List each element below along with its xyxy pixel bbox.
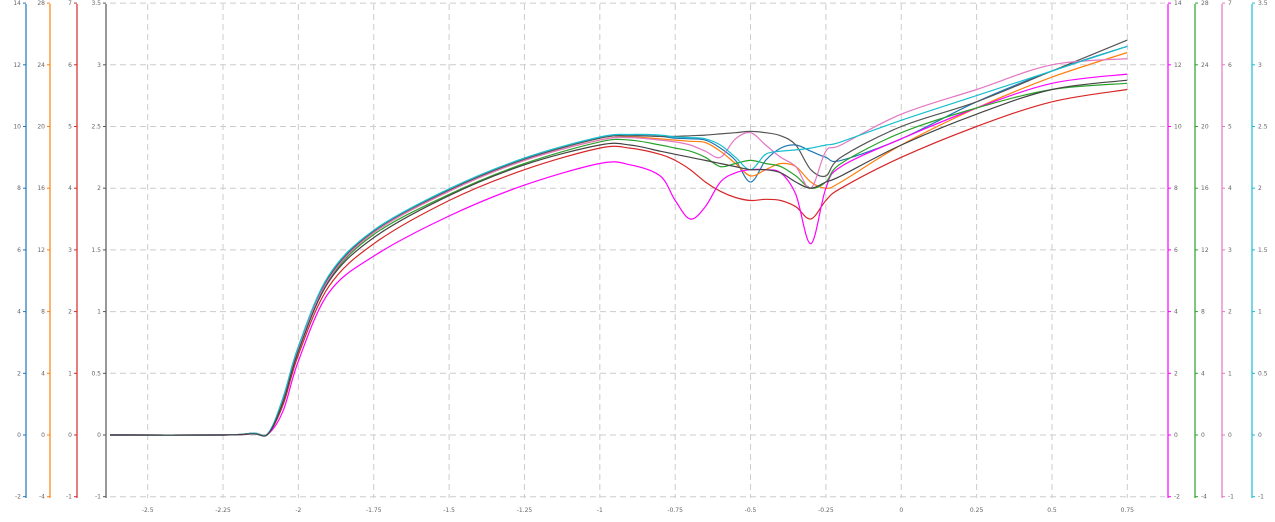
y-tick-label: 0: [1201, 432, 1205, 439]
y-tick-label: 20: [37, 124, 45, 131]
y-tick-label: 28: [37, 0, 45, 7]
x-tick-label: -1.5: [443, 507, 455, 514]
y-tick-label: 0: [17, 432, 21, 439]
y-tick-label: 0.5: [1258, 370, 1268, 377]
x-tick-label: -2.25: [215, 507, 231, 514]
series-line: [109, 39, 1128, 437]
y-tick-label: 3: [68, 247, 72, 254]
y-tick-label: 28: [1201, 0, 1209, 7]
y-tick-label: 8: [1174, 185, 1178, 192]
y-tick-label: 7: [1228, 0, 1232, 7]
y-tick-label: 1.5: [91, 247, 101, 254]
series-line: [109, 45, 1128, 437]
y-tick-label: 5: [1228, 124, 1232, 131]
x-tick-label: -0.25: [818, 507, 834, 514]
y-tick-label: 4: [1228, 185, 1232, 192]
series-line: [109, 88, 1128, 437]
series: [109, 39, 1128, 437]
x-tick-label: 0.5: [1047, 507, 1057, 514]
y-tick-label: 0: [97, 432, 101, 439]
y-tick-label: 8: [41, 309, 45, 316]
y-tick-label: 2.5: [91, 124, 101, 131]
y-tick-label: 1: [1228, 370, 1232, 377]
y-tick-label: 1: [1258, 309, 1262, 316]
y-tick-label: 8: [17, 185, 21, 192]
y-tick-label: -4: [39, 494, 45, 501]
series-line: [109, 58, 1128, 437]
y-tick-label: 2: [68, 309, 72, 316]
y-tick-label: 0: [1228, 432, 1232, 439]
series-line: [109, 51, 1128, 437]
series-line: [109, 79, 1128, 437]
y-tick-label: 3: [1258, 62, 1262, 69]
y-tick-label: 14: [1174, 0, 1182, 7]
y-tick-label: 6: [1228, 62, 1232, 69]
y-tick-label: 0: [41, 432, 45, 439]
y-tick-label: 1: [97, 309, 101, 316]
y-tick-label: 24: [37, 62, 45, 69]
y-tick-label: -1: [66, 494, 72, 501]
y-tick-label: 4: [17, 309, 21, 316]
y-tick-label: 10: [13, 124, 21, 131]
y-tick-label: 5: [68, 124, 72, 131]
y-tick-label: -2: [1174, 494, 1180, 501]
y-tick-label: 12: [37, 247, 45, 254]
y-tick-label: 20: [1201, 124, 1209, 131]
series-line: [109, 45, 1128, 437]
y-tick-label: -1: [1228, 494, 1234, 501]
y-tick-label: 2: [17, 370, 21, 377]
y-tick-label: -2: [15, 494, 21, 501]
y-tick-label: 2: [1228, 309, 1232, 316]
y-tick-label: 1.5: [1258, 247, 1268, 254]
y-tick-label: 12: [1174, 62, 1182, 69]
axes: -2.5 -2.25 -2 -1.75 -1.5 -1.25 -1 -0.75 -0.5 -0.2…: [13, 0, 1267, 514]
y-tick-label: 6: [68, 62, 72, 69]
series-line: [109, 73, 1128, 437]
y-tick-label: 8: [1201, 309, 1205, 316]
x-tick-label: -1: [597, 507, 603, 514]
x-tick-label: 0.25: [970, 507, 984, 514]
y-tick-label: -1: [95, 494, 101, 501]
y-tick-label: 2: [1258, 185, 1262, 192]
y-tick-label: 4: [1201, 370, 1205, 377]
y-tick-label: 16: [1201, 185, 1209, 192]
y-tick-label: 12: [13, 62, 21, 69]
y-tick-label: 4: [1174, 309, 1178, 316]
y-tick-label: 4: [68, 185, 72, 192]
y-tick-label: 0.5: [91, 370, 101, 377]
x-tick-label: -2.5: [142, 507, 154, 514]
y-tick-label: 1: [68, 370, 72, 377]
x-tick-label: -2: [295, 507, 301, 514]
x-tick-label: -0.75: [667, 507, 683, 514]
y-tick-label: 3: [97, 62, 101, 69]
y-tick-label: 0: [68, 432, 72, 439]
grid: [110, 2, 1165, 498]
y-tick-label: 2.5: [1258, 124, 1268, 131]
y-tick-label: 6: [1174, 247, 1178, 254]
x-tick-label: 0.75: [1121, 507, 1135, 514]
y-tick-label: 12: [1201, 247, 1209, 254]
x-tick-label: -0.5: [745, 507, 757, 514]
y-tick-label: 0: [1174, 432, 1178, 439]
x-tick-label: 0: [899, 507, 903, 514]
y-tick-label: -4: [1201, 494, 1207, 501]
y-tick-label: 6: [17, 247, 21, 254]
y-tick-label: 3: [1228, 247, 1232, 254]
y-tick-label: 4: [41, 370, 45, 377]
x-tick-label: -1.75: [366, 507, 382, 514]
x-tick-label: -1.25: [517, 507, 533, 514]
y-tick-label: 3.5: [1258, 0, 1268, 7]
y-tick-label: 14: [13, 0, 21, 7]
y-tick-label: 2: [97, 185, 101, 192]
y-tick-label: 7: [68, 0, 72, 7]
y-tick-label: 10: [1174, 124, 1182, 131]
y-tick-label: 2: [1174, 370, 1178, 377]
y-tick-label: 16: [37, 185, 45, 192]
y-tick-label: 24: [1201, 62, 1209, 69]
y-tick-label: -1: [1258, 494, 1264, 501]
y-tick-label: 0: [1258, 432, 1262, 439]
y-tick-label: 3.5: [91, 0, 101, 7]
